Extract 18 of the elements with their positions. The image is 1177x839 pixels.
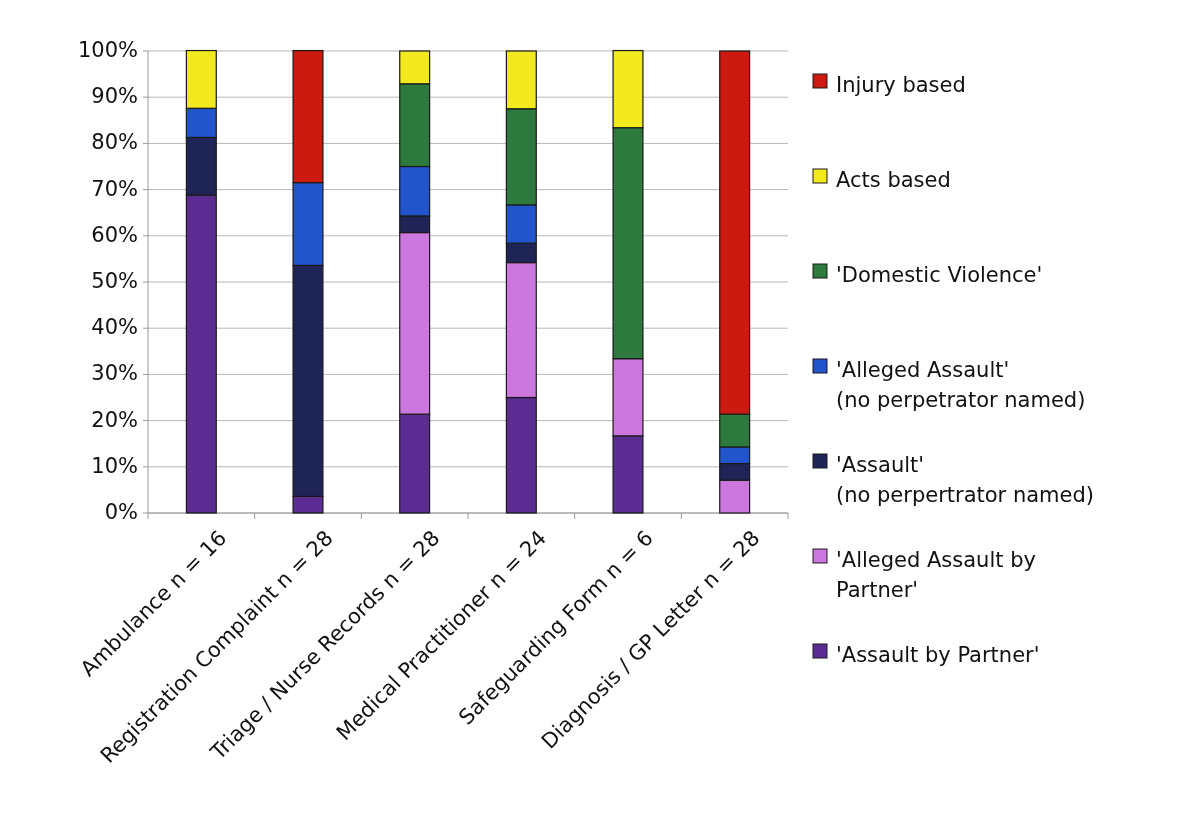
legend-label: 'Alleged Assault' (no perpetrator named) bbox=[836, 358, 1086, 412]
y-tick-label: 20% bbox=[91, 407, 138, 432]
y-tick-label: 10% bbox=[91, 453, 138, 478]
y-tick-label: 30% bbox=[91, 361, 138, 386]
legend-label: 'Assault' (no perpertrator named) bbox=[836, 453, 1094, 507]
legend-label: 'Alleged Assault by Partner' bbox=[836, 548, 1036, 602]
legend-label: Injury based bbox=[836, 73, 966, 97]
y-tick-label: 80% bbox=[91, 130, 138, 155]
y-tick-label: 100% bbox=[77, 38, 138, 62]
y-tick-label: 40% bbox=[91, 315, 138, 340]
y-tick-label: 50% bbox=[91, 269, 138, 293]
legend-label: 'Domestic Violence' bbox=[836, 263, 1043, 287]
y-tick-label: 60% bbox=[91, 222, 138, 247]
y-tick-label: 90% bbox=[91, 84, 138, 109]
legend-label: Acts based bbox=[836, 168, 951, 192]
y-tick-label: 0% bbox=[104, 500, 138, 524]
y-tick-label: 70% bbox=[91, 176, 138, 201]
legend-label: 'Assault by Partner' bbox=[836, 643, 1040, 667]
